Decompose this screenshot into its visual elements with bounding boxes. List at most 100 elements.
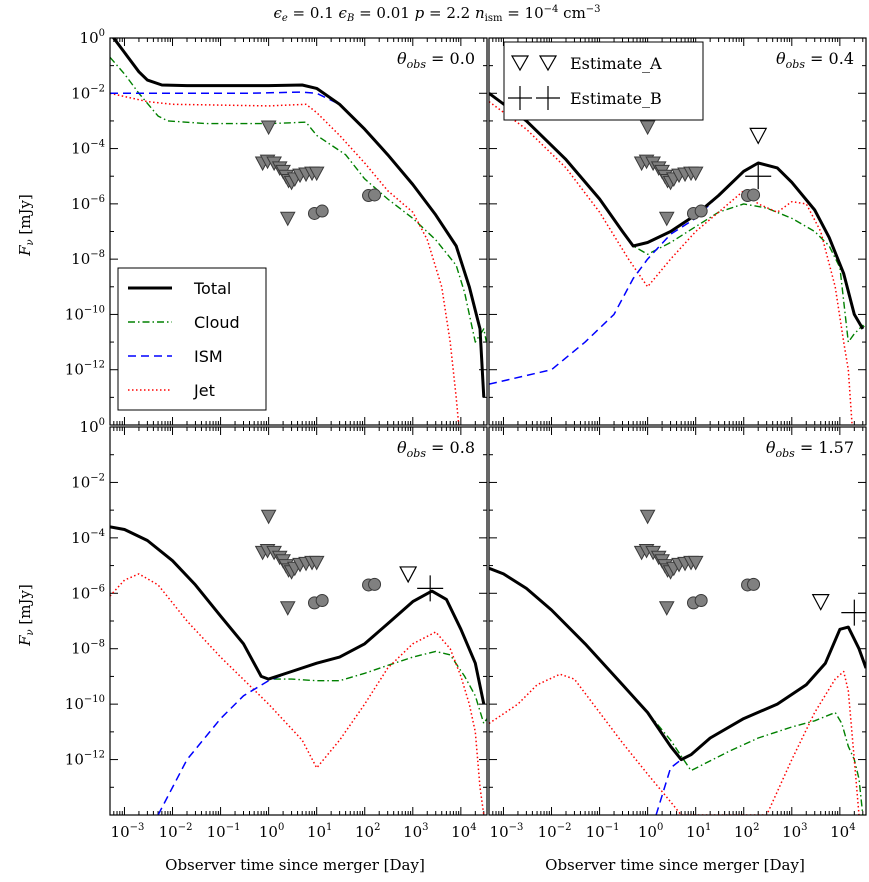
legend-marker-estimate-b-2 — [536, 86, 560, 110]
svg-text:Fν [mJy]: Fν [mJy] — [16, 584, 36, 647]
y-tick-label: 100 — [80, 28, 105, 47]
y-tick-label: 10−12 — [65, 360, 105, 379]
y-tick-label: 10−10 — [65, 694, 105, 713]
ticks — [488, 426, 866, 816]
theta-obs-label: θobs = 0.0 — [397, 49, 475, 71]
theta-obs-label: θobs = 0.4 — [776, 49, 854, 71]
y-tick-label: 10−2 — [71, 472, 105, 491]
x-tick-label: 10−2 — [538, 822, 572, 841]
title-eps-b: 0.01 — [376, 4, 409, 22]
plot-content — [489, 509, 866, 815]
x-tick-label: 10−1 — [586, 822, 620, 841]
series-line-jet — [110, 573, 485, 815]
observation-upper-limit — [260, 509, 277, 525]
observation-detection — [315, 593, 329, 607]
x-tick-label: 10−2 — [159, 822, 193, 841]
x-tick-label: 102 — [734, 822, 759, 841]
title-n-unit: cm — [563, 4, 586, 22]
observation-detection — [747, 577, 761, 591]
legend-label-cloud: Cloud — [194, 313, 240, 332]
y-tick-label: 10−8 — [71, 639, 105, 658]
x-tick-label: 10−1 — [207, 822, 241, 841]
observation-upper-limit — [639, 509, 656, 525]
svg-text:Fν [mJy]: Fν [mJy] — [16, 194, 36, 257]
panel-bottom-left: 100 10−2 10−4 10−6 10−8 10−10 10−12 10−3 10−2 10−… — [65, 417, 488, 841]
panels: 100 10−2 10−4 10−6 10−8 10−10 10−12 θobs = 0.0 θ… — [65, 28, 867, 841]
series-line-total — [489, 92, 865, 330]
y-tick-label: 10−10 — [65, 304, 105, 323]
legend-label-total: Total — [193, 279, 231, 298]
figure-title: ϵe = 0.1 ϵB = 0.01 p = 2.2 nism = 10−4 c… — [273, 4, 600, 24]
theta-obs-label: θobs = 1.57 — [766, 438, 854, 460]
theta-obs-label: θobs = 0.8 — [397, 438, 475, 460]
y-tick-label: 10−4 — [71, 528, 105, 547]
y-tick-label: 10−2 — [71, 83, 105, 102]
series-line-jet — [110, 92, 460, 425]
panel-frame — [488, 426, 867, 816]
estimate-b-marker — [745, 163, 772, 190]
observation-upper-limit — [687, 166, 704, 182]
y-tick-label: 10−6 — [71, 194, 105, 213]
legend-marker-estimate-b-1 — [508, 86, 532, 110]
observation-detection — [368, 188, 382, 202]
title-n-exp: −4 — [544, 4, 559, 15]
ticks — [109, 426, 487, 816]
title-p: 2.2 — [446, 4, 470, 22]
x-tick-label: 103 — [782, 822, 807, 841]
legend-marker-estimate-a-2 — [538, 55, 558, 72]
series-line-cloud — [110, 56, 487, 343]
x-tick-label: 103 — [403, 822, 428, 841]
x-tick-label: 104 — [451, 822, 476, 841]
observation-detection — [368, 577, 382, 591]
observation-upper-limit — [308, 166, 325, 182]
panel-frame — [488, 37, 867, 426]
estimate-a-marker — [749, 127, 768, 145]
observation-detection — [315, 204, 329, 218]
x-tick-label: 104 — [830, 822, 855, 841]
observation-detection — [747, 188, 761, 202]
x-tick-label: 10−3 — [111, 822, 145, 841]
ticks — [109, 37, 487, 426]
observation-upper-limit — [687, 555, 704, 571]
observation-upper-limit — [639, 120, 656, 136]
x-axis-label-right: Observer time since merger [Day] — [545, 856, 805, 874]
y-tick-label: 10−4 — [71, 139, 105, 158]
title-eps-e: 0.1 — [310, 4, 334, 22]
observation-upper-limit — [260, 120, 277, 136]
legend-label-ism: ISM — [194, 347, 223, 366]
legend-main: Total Cloud ISM Jet — [117, 267, 267, 411]
legend-label-estimate-a: Estimate_A — [570, 54, 662, 73]
observation-detection — [694, 204, 708, 218]
y-axis-label-top: Fν [mJy] — [16, 194, 36, 257]
observation-upper-limit — [279, 601, 296, 616]
y-tick-label: 100 — [80, 417, 105, 436]
panel-bottom-right: 10−3 10−2 10−1 100 101 102 103 104 θobs = 1.57 — [488, 426, 867, 841]
plot-area — [110, 427, 487, 815]
series-line-total — [111, 38, 486, 398]
x-axis-label-left: Observer time since merger [Day] — [165, 856, 425, 874]
plot-content — [110, 38, 487, 425]
observation-upper-limit — [658, 601, 675, 616]
x-tick-label: 101 — [307, 822, 332, 841]
observation-detection — [694, 593, 708, 607]
legend-marker-estimate-a-1 — [510, 55, 530, 72]
plot-content — [110, 509, 487, 815]
x-tick-label: 102 — [355, 822, 380, 841]
x-tick-label: 10−3 — [490, 822, 524, 841]
observation-upper-limit — [658, 211, 675, 227]
legend-estimates: Estimate_A Estimate_B — [503, 41, 704, 121]
legend-label-estimate-b: Estimate_B — [570, 89, 662, 108]
estimate-b-marker — [841, 599, 866, 626]
y-axis-label-bottom: Fν [mJy] — [16, 584, 36, 647]
panel-frame — [109, 37, 488, 426]
y-tick-label: 10−12 — [65, 750, 105, 769]
estimate-a-marker — [399, 566, 418, 584]
x-tick-label: 101 — [686, 822, 711, 841]
series-line-jet — [489, 100, 853, 425]
legend-label-jet: Jet — [193, 381, 215, 400]
y-tick-label: 10−8 — [71, 249, 105, 268]
panel-frame — [109, 426, 488, 816]
x-tick-label: 100 — [638, 822, 663, 841]
observation-upper-limit — [279, 211, 296, 227]
